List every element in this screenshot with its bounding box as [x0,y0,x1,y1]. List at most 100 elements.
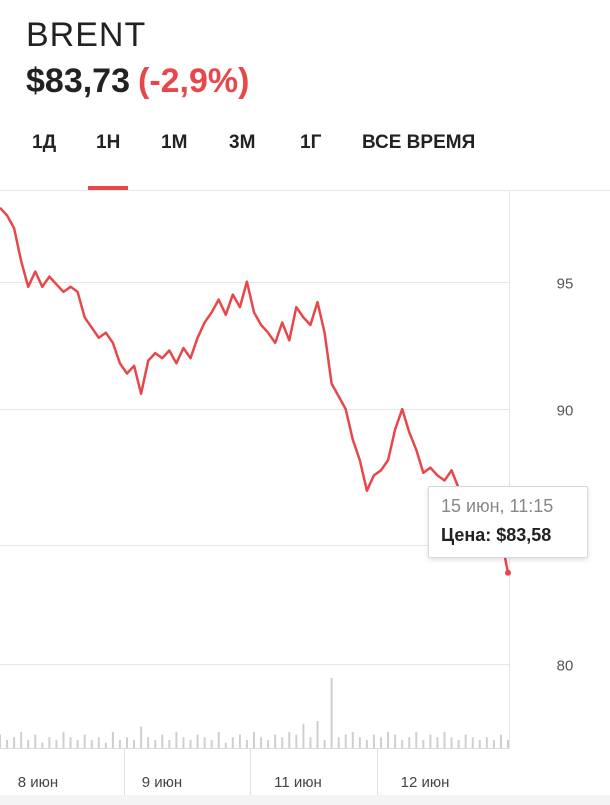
volume-bar [140,726,143,748]
ticker-title: BRENT [26,16,147,54]
volume-bar [168,739,171,748]
volume-bar [415,731,418,748]
price-chart[interactable]: 95 90 80 8 июн 9 июн 11 июн 12 июн [0,190,610,795]
volume-bar [118,739,121,748]
tab-1m[interactable]: 1М [161,132,188,153]
period-tabs: 1Д 1Н 1М 3М 1Г ВСЕ ВРЕМЯ [0,128,610,190]
volume-bar [6,739,9,748]
x-tick-label: 8 июн [18,774,58,791]
volume-bar [76,739,79,748]
volume-bar [253,731,255,748]
volume-bar [69,737,72,748]
volume-bar [133,739,136,748]
x-tick-label: 11 июн [274,774,322,791]
volume-bar [111,731,114,748]
volume-bar [351,731,354,748]
tooltip-date: 15 июн, 11:15 [441,496,554,516]
tooltip-price: Цена: $83,58 [441,525,552,545]
volume-bar [309,737,312,748]
volume-bar [34,734,37,748]
volume-bar [492,739,495,748]
current-price: $83,73 [26,62,130,100]
volume-bar [387,731,390,748]
x-tick-label: 12 июн [401,774,450,791]
volume-bar [260,737,263,748]
volume-bar [147,737,150,748]
chart-area[interactable]: 95 90 80 8 июн 9 июн 11 июн 12 июн 15 июн, 11… [0,190,610,805]
volume-bar [457,739,460,748]
volume-bar [175,731,178,748]
volume-bar [464,734,467,748]
volume-bar [507,739,509,748]
tab-all-time[interactable]: ВСЕ ВРЕМЯ [362,132,476,153]
volume-bar [97,737,100,748]
volume-bar [372,734,375,748]
volume-bar [0,734,1,748]
volume-bar [330,678,333,748]
price-row: $83,73 (-2,9%) [26,62,249,101]
price-line [0,206,510,573]
volume-bar [295,734,298,748]
volume-bar [203,737,206,748]
volume-bar [401,739,404,748]
volume-bar [231,737,234,748]
volume-bar [238,734,241,748]
x-tick-label: 9 июн [142,774,182,791]
volume-bar [196,734,199,748]
volume-bar [217,731,220,748]
volume-bar [281,737,284,748]
tab-1y[interactable]: 1Г [300,132,322,153]
volume-bar [323,739,326,748]
volume-bar [478,739,481,748]
volume-bar [443,731,446,748]
volume-bar [20,731,23,748]
volume-bar [245,739,248,748]
y-tick-label: 95 [557,276,574,293]
volume-bar [394,734,397,748]
volume-bar [302,723,305,748]
volume-bar [337,737,340,748]
tab-1d[interactable]: 1Д [32,132,57,153]
hover-point [505,569,511,576]
volume-bar [344,734,347,748]
volume-bar [154,739,157,748]
volume-bar [422,739,425,748]
volume-bar [189,739,192,748]
volume-bar [104,742,107,748]
volume-bar [83,734,86,748]
volume-bar [13,737,16,748]
volume-bar [499,734,502,748]
volume-bar [429,734,432,748]
volume-bar [90,739,93,748]
y-tick-label: 90 [557,403,574,420]
volume-bar [48,737,51,748]
volume-bar [365,739,368,748]
volume-bar [471,737,474,748]
volume-bar [41,742,44,748]
volume-bar [62,731,65,748]
tab-3m[interactable]: 3М [229,132,256,153]
volume-bar [126,737,128,748]
price-tooltip: 15 июн, 11:15 Цена: $83,58 [428,486,588,558]
volume-bar [161,734,164,748]
volume-bar [55,739,58,748]
tab-1w[interactable]: 1Н [96,132,121,153]
volume-bar [316,721,319,748]
volume-bar [450,737,453,748]
volume-bar [485,737,488,748]
volume-bar [380,737,382,748]
active-tab-indicator [88,186,128,190]
volume-bar [224,742,227,748]
volume-bar [267,739,270,748]
volume-bar [274,734,277,748]
volume-bar [210,739,213,748]
volume-bar [436,737,439,748]
bottom-bar [0,795,610,805]
volume-bar [27,739,30,748]
volume-bar [408,737,411,748]
volume-bar [288,731,291,748]
volume-bar [358,737,361,748]
y-tick-label: 80 [557,658,574,675]
price-change: (-2,9%) [138,62,250,100]
volume-bar [182,737,185,748]
